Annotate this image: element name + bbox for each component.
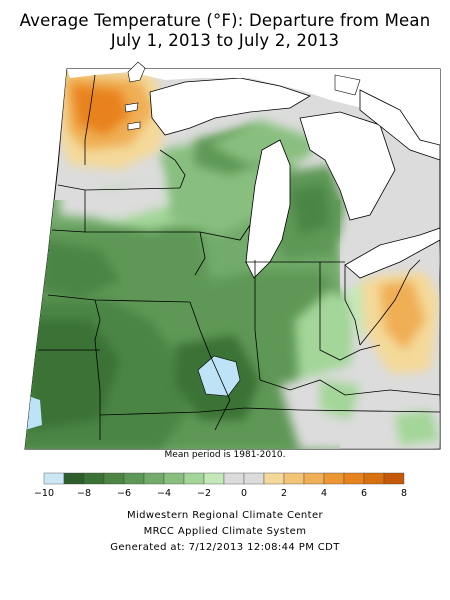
legend-bin-11 xyxy=(263,472,285,485)
legend-tick-label: −8 xyxy=(76,488,91,499)
legend-bin-15 xyxy=(343,472,365,485)
state-boundaries xyxy=(38,74,441,440)
legend-bin-1 xyxy=(63,472,85,485)
legend-bin-14 xyxy=(323,472,345,485)
boundary-ks-mo xyxy=(94,299,101,440)
legend-bin-3 xyxy=(103,472,125,485)
boundary-wi-il xyxy=(199,224,251,241)
boundary-south xyxy=(99,407,441,416)
legend-tick-label: 0 xyxy=(240,488,248,499)
legend-tick-label: 4 xyxy=(320,488,328,499)
legend-bin-17 xyxy=(383,472,405,485)
field-upper-peninsula xyxy=(210,120,320,165)
legend-bin-10 xyxy=(243,472,265,485)
field-warm-northwest-core xyxy=(72,85,130,135)
lake-of-the-woods xyxy=(127,61,146,83)
lake-erie xyxy=(344,227,441,279)
lake-mille-lacs xyxy=(127,121,141,131)
legend-bin-9 xyxy=(223,472,245,485)
lake-superior xyxy=(149,77,311,136)
boundary-wv xyxy=(359,259,421,346)
lake-nipigon-area xyxy=(334,74,361,96)
field-neutral-minnesota xyxy=(60,170,170,220)
boundary-ky-tn xyxy=(259,379,441,396)
legend-bin-4 xyxy=(123,472,145,485)
lake-huron xyxy=(299,111,396,221)
legend-tick-label: 2 xyxy=(280,488,288,499)
georgian-bay xyxy=(359,89,441,161)
great-lakes xyxy=(124,77,441,279)
legend-bin-16 xyxy=(363,472,385,485)
legend-tick-label: −10 xyxy=(33,488,55,499)
legend-tick-label: 6 xyxy=(360,488,368,499)
boundary-il-in xyxy=(254,260,261,381)
legend-colorbar xyxy=(43,472,405,485)
legend-bin-5 xyxy=(143,472,165,485)
footer-organization: Midwestern Regional Climate Center xyxy=(126,510,324,521)
boundary-in-oh-ky xyxy=(319,262,381,361)
lake-red xyxy=(124,102,139,113)
map-title-line-2: July 1, 2013 to July 2, 2013 xyxy=(110,31,340,50)
legend-bin-8 xyxy=(203,472,225,485)
field-dark-nebraska xyxy=(40,240,120,300)
legend-tick-label: 8 xyxy=(400,488,408,499)
mean-period-caption: Mean period is 1981-2010. xyxy=(164,450,286,460)
legend-bin-2 xyxy=(83,472,105,485)
field-light-green-southeast xyxy=(395,410,440,445)
footer-system: MRCC Applied Climate System xyxy=(143,526,307,537)
boundary-ia-il xyxy=(194,231,206,276)
field-darkest-kansas xyxy=(30,320,120,430)
legend-tick-label: −4 xyxy=(156,488,171,499)
legend-bin-12 xyxy=(283,472,305,485)
canada-land xyxy=(67,61,441,161)
field-light-green-kentucky xyxy=(320,380,360,420)
field-warm-east-core xyxy=(380,280,425,350)
legend-bin-13 xyxy=(303,472,325,485)
map-title-line-1: Average Temperature (°F): Departure from… xyxy=(19,11,431,30)
footer-generated: Generated at: 7/12/2013 12:08:44 PM CDT xyxy=(110,542,340,553)
boundary-nd-mn xyxy=(84,74,96,165)
boundary-mn-wi xyxy=(159,149,186,189)
field-dark-lower-michigan xyxy=(290,185,330,235)
legend-tick-label: −2 xyxy=(196,488,211,499)
boundary-oh-pa xyxy=(344,265,361,346)
legend-bin-6 xyxy=(163,472,185,485)
legend-bin-0 xyxy=(43,472,65,485)
legend-tick-label: −6 xyxy=(116,488,131,499)
legend-bin-7 xyxy=(183,472,205,485)
